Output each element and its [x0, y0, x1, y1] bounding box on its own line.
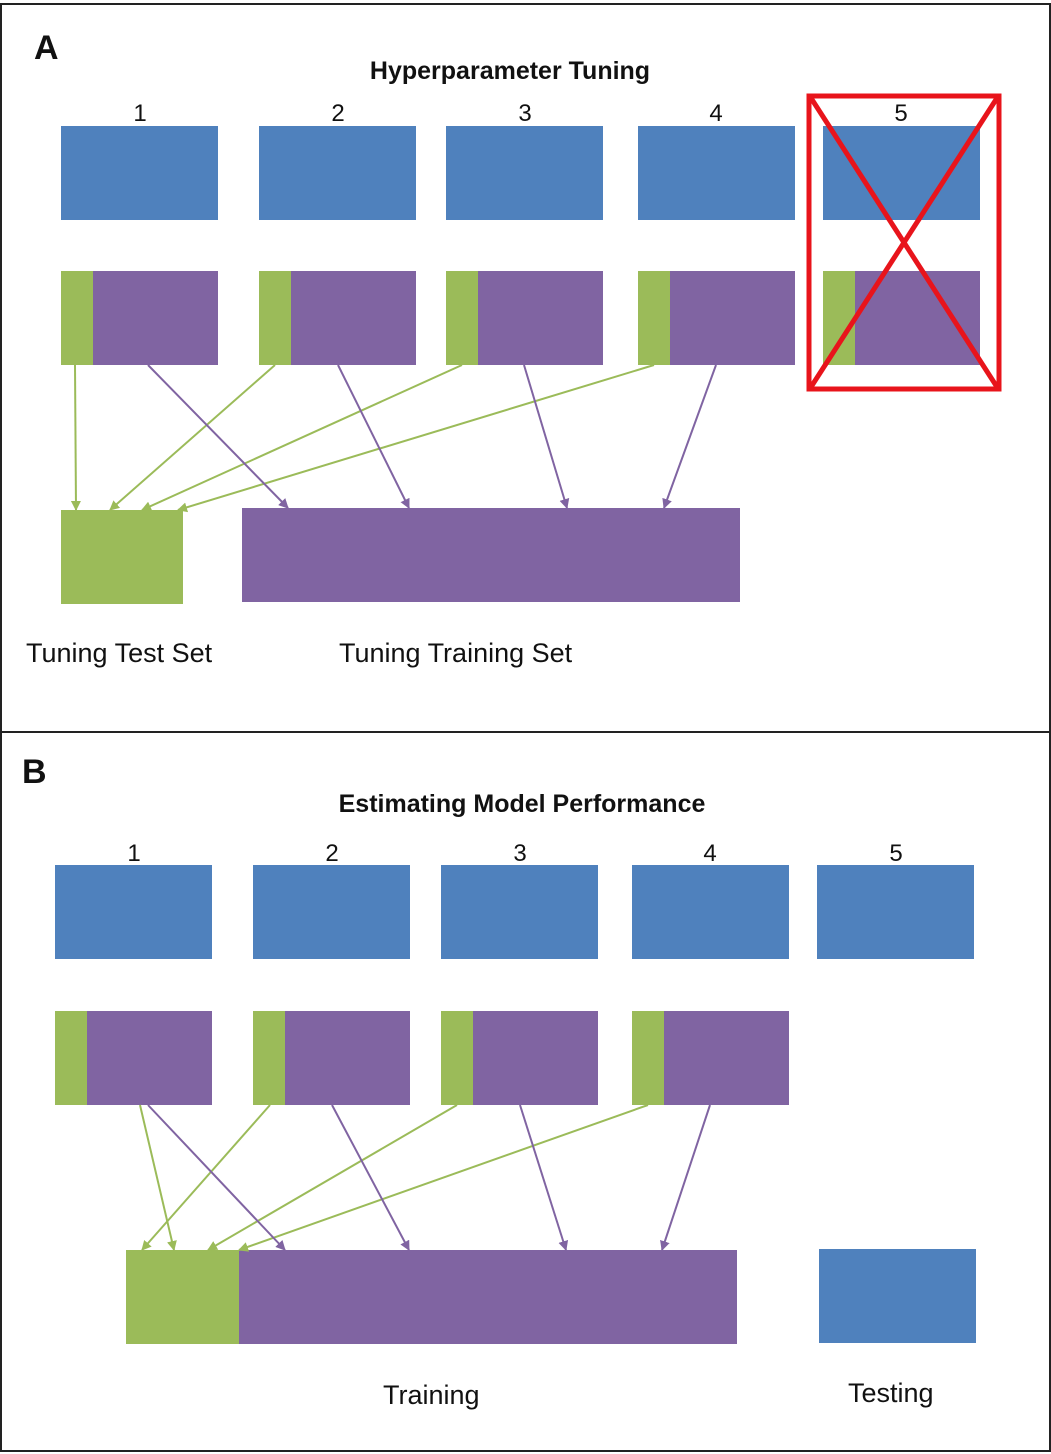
test-split-2 — [253, 1011, 285, 1105]
arrow-test-1 — [139, 1104, 177, 1251]
panel-letter-a: A — [34, 29, 59, 67]
train-split-2 — [291, 271, 416, 365]
arrow-test-1 — [70, 364, 81, 511]
arrow-train-1 — [147, 364, 289, 509]
fold-number-2: 2 — [331, 100, 345, 127]
arrow-train-2 — [337, 364, 410, 509]
test-split-2 — [259, 271, 291, 365]
fold-number-2: 2 — [325, 840, 339, 867]
train-split-2 — [285, 1011, 410, 1105]
testing-block — [819, 1249, 976, 1343]
arrow-test-3 — [207, 1104, 458, 1251]
arrow-train-4 — [660, 1104, 711, 1251]
arrow-test-4 — [238, 1104, 649, 1252]
panel-b-title: Estimating Model Performance — [338, 790, 706, 818]
test-split-4 — [638, 271, 670, 365]
train-split-3 — [473, 1011, 598, 1105]
fold-number-3: 3 — [518, 100, 532, 127]
data-block-5 — [823, 126, 980, 220]
train-split-1 — [93, 271, 218, 365]
testing-label: Testing — [848, 1378, 934, 1408]
panel-letter-b: B — [22, 753, 47, 791]
data-block-4 — [638, 126, 795, 220]
data-block-3 — [446, 126, 603, 220]
test-split-1 — [61, 271, 93, 365]
panel-b: B Estimating Model Performance 1 2 3 4 5… — [0, 731, 1051, 1452]
test-split-1 — [55, 1011, 87, 1105]
test-split-3 — [441, 1011, 473, 1105]
tuning-test-set-label: Tuning Test Set — [26, 638, 213, 668]
data-block-1 — [61, 126, 218, 220]
panel-a: A Hyperparameter Tuning 1 2 3 4 5 Tuning… — [0, 3, 1051, 733]
panel-b-arrows — [139, 1104, 711, 1252]
arrow-train-3 — [523, 364, 570, 509]
train-split-4 — [670, 271, 795, 365]
arrow-train-1 — [147, 1104, 286, 1251]
panel-a-arrows — [70, 93, 1002, 513]
fold-number-5: 5 — [889, 840, 903, 867]
train-split-1 — [87, 1011, 212, 1105]
data-block-4 — [632, 865, 789, 959]
arrow-test-4 — [177, 364, 655, 513]
fold-number-3: 3 — [513, 840, 527, 867]
training-label: Training — [383, 1380, 480, 1410]
exclusion-cross-2 — [808, 96, 1000, 389]
fold-number-1: 1 — [127, 840, 141, 867]
arrow-test-2 — [141, 1104, 271, 1251]
test-split-4 — [632, 1011, 664, 1105]
exclusion-box — [806, 93, 1002, 392]
data-block-2 — [253, 865, 410, 959]
panel-a-title: Hyperparameter Tuning — [369, 57, 651, 85]
fold-number-5: 5 — [894, 100, 908, 127]
data-block-2 — [259, 126, 416, 220]
data-block-3 — [441, 865, 598, 959]
arrow-test-2 — [109, 364, 276, 511]
data-block-5 — [817, 865, 974, 959]
data-block-1 — [55, 865, 212, 959]
training-train-portion — [239, 1250, 737, 1344]
test-split-3 — [446, 271, 478, 365]
train-split-4 — [664, 1011, 789, 1105]
training-test-portion — [126, 1250, 239, 1344]
arrow-test-3 — [141, 364, 463, 511]
fold-number-1: 1 — [133, 100, 147, 127]
tuning-training-set-block — [242, 508, 740, 602]
arrow-train-4 — [662, 364, 717, 509]
tuning-training-set-label: Tuning Training Set — [339, 638, 573, 668]
tuning-test-set-block — [61, 510, 183, 604]
arrow-train-2 — [331, 1104, 410, 1251]
arrow-train-3 — [519, 1104, 569, 1251]
fold-number-4: 4 — [703, 840, 717, 867]
test-split-5 — [823, 271, 855, 365]
train-split-3 — [478, 271, 603, 365]
fold-number-4: 4 — [709, 100, 723, 127]
